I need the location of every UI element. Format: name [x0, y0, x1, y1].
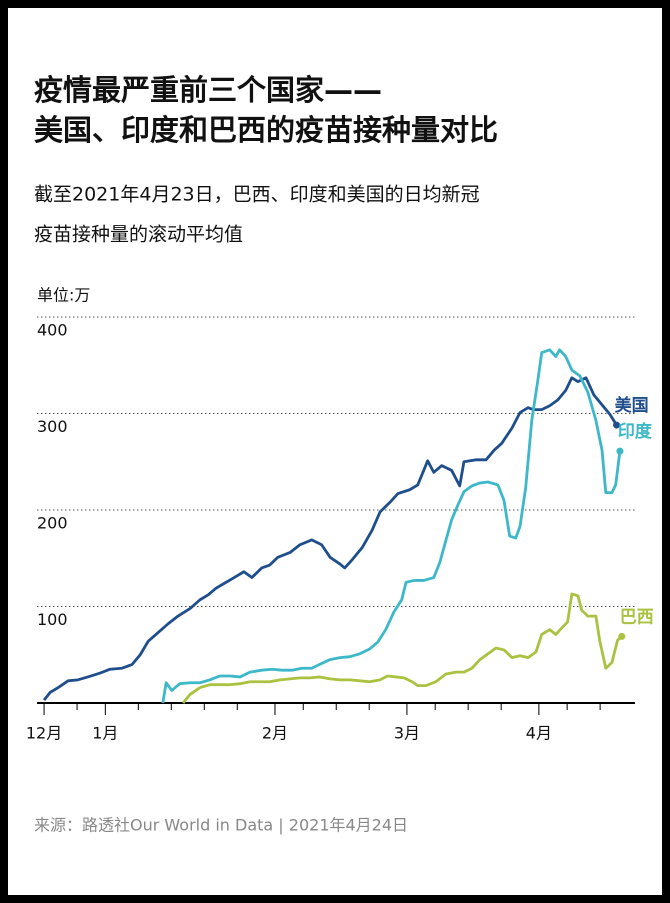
x-tick-label: 2月: [262, 724, 288, 743]
subtitle: 截至2021年4月23日，巴西、印度和美国的日均新冠: [34, 184, 480, 206]
source: 来源：路透社Our World in Data | 2021年4月24日: [34, 816, 408, 835]
chart-title: 美国、印度和巴西的疫苗接种量对比: [34, 113, 498, 147]
y-tick-label: 100: [37, 610, 68, 629]
unit-label: 单位:万: [37, 286, 90, 305]
y-tick-label: 300: [37, 417, 68, 436]
x-tick-label: 1月: [92, 724, 118, 743]
legend-label: 巴西: [620, 607, 654, 627]
y-tick-label: 400: [37, 321, 68, 340]
legend-label: 美国: [615, 395, 649, 416]
subtitle: 疫苗接种量的滚动平均值: [34, 224, 243, 246]
series-line: [161, 348, 622, 704]
chart-title: 疫情最严重前三个国家——: [34, 73, 382, 107]
x-tick-label: 12月: [26, 724, 62, 743]
series-line: [181, 592, 623, 704]
x-tick-label: 3月: [394, 724, 420, 743]
end-dot: [618, 632, 626, 640]
x-tick-label: 4月: [526, 724, 552, 743]
legend-label: 印度: [618, 421, 653, 442]
end-dot: [613, 421, 621, 429]
y-tick-label: 200: [37, 514, 68, 533]
end-dot: [616, 447, 624, 455]
series-line: [42, 376, 618, 701]
